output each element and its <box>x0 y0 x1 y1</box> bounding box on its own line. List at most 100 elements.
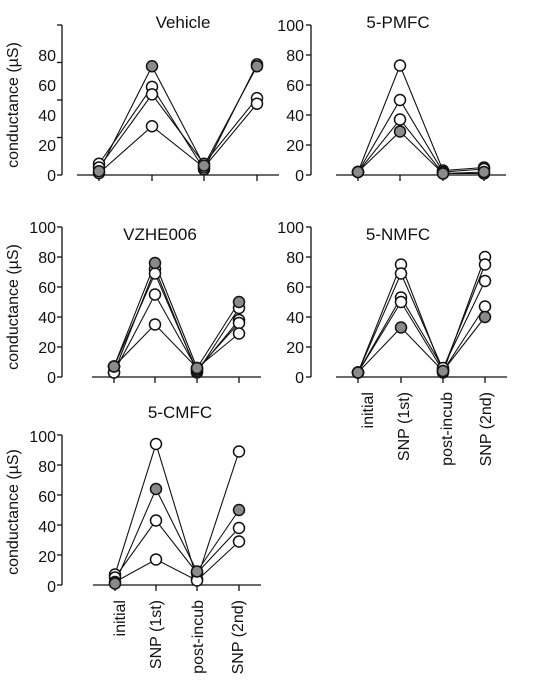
series-line <box>113 293 240 373</box>
data-point <box>393 125 407 138</box>
y-tick-label: 0 <box>295 168 304 185</box>
data-point <box>148 256 162 270</box>
panel-5-nmfc: 5-NMFC 0 20 40 60 80 100 initial SNP (1s… <box>277 220 495 466</box>
x-tick-label: SNP (1st) <box>148 600 165 669</box>
y-tick-label: 60 <box>38 78 56 95</box>
panel-5-pmfc: 5-PMFC 0 20 40 60 80 100 <box>277 13 429 185</box>
panel-title: VZHE006 <box>123 225 197 244</box>
series-line <box>113 323 240 369</box>
y-tick-label: 40 <box>38 310 56 327</box>
series-line <box>114 519 240 578</box>
series-line <box>114 487 240 584</box>
series-line <box>357 264 486 373</box>
data-point <box>232 316 246 330</box>
data-point <box>232 295 246 309</box>
data-point <box>351 165 365 179</box>
x-tick-label: SNP (1st) <box>396 392 413 461</box>
y-tick-label: 100 <box>277 220 304 237</box>
series-line <box>98 103 258 174</box>
series-line <box>357 256 486 375</box>
series-line <box>357 98 485 173</box>
y-tick-label: 80 <box>38 459 56 476</box>
x-tick-label: initial <box>360 392 377 428</box>
series-line <box>114 541 240 583</box>
panel-5-cmfc: 5-CMFC conductance (µS) 0 20 40 60 80 10… <box>5 403 247 674</box>
y-tick-label: 40 <box>38 519 56 536</box>
data-point <box>149 437 163 451</box>
data-point <box>250 97 264 110</box>
data-point <box>393 93 407 107</box>
data-point <box>145 120 159 133</box>
panel-2-plot <box>57 226 261 383</box>
data-point <box>190 361 204 375</box>
data-point <box>351 366 365 379</box>
series-line <box>357 280 486 373</box>
y-tick-label: 40 <box>38 108 56 125</box>
data-point <box>149 514 163 527</box>
data-point <box>145 88 159 101</box>
panel-vehicle: Vehicle conductance (µS) 0 20 40 60 80 <box>5 13 210 185</box>
data-point <box>394 295 408 309</box>
x-tick-label: post-incub <box>190 600 207 674</box>
chart-marks <box>57 24 507 591</box>
y-tick-label: 20 <box>38 138 56 155</box>
y-tick-label: 20 <box>38 549 56 566</box>
data-point <box>394 321 408 334</box>
data-point <box>148 288 162 301</box>
data-point <box>149 482 163 496</box>
data-point <box>478 300 492 313</box>
data-point <box>232 535 246 548</box>
data-point <box>232 503 246 517</box>
y-axis-label: conductance (µS) <box>5 449 22 575</box>
y-tick-label: 0 <box>295 370 304 387</box>
y-tick-label: 80 <box>38 48 56 65</box>
data-point <box>145 60 159 73</box>
data-point <box>190 565 204 578</box>
series-line <box>98 93 258 168</box>
series-line <box>357 316 486 373</box>
data-point <box>250 60 264 73</box>
series-line <box>357 118 484 175</box>
series-line <box>114 442 240 581</box>
series-line <box>357 130 485 175</box>
series-line <box>113 267 240 374</box>
data-point <box>148 267 162 280</box>
data-point <box>232 445 246 458</box>
y-tick-label: 100 <box>29 429 56 446</box>
data-point <box>436 167 450 180</box>
panel-4-plot <box>57 434 261 591</box>
panel-3-plot <box>306 226 507 383</box>
x-tick-label: SNP (2nd) <box>478 392 495 466</box>
data-point <box>92 165 106 178</box>
data-point <box>436 364 450 378</box>
y-tick-label: 0 <box>47 168 56 185</box>
y-tick-label: 80 <box>286 48 304 65</box>
data-point <box>478 310 492 324</box>
series-line <box>357 300 486 373</box>
panel-title: 5-NMFC <box>366 225 430 244</box>
data-point <box>478 274 492 288</box>
x-tick-label: SNP (2nd) <box>230 600 247 674</box>
panel-title: Vehicle <box>156 13 211 32</box>
series-line <box>357 64 485 173</box>
panel-title: 5-CMFC <box>148 403 212 422</box>
y-tick-label: 60 <box>38 280 56 297</box>
series-line <box>98 65 258 172</box>
panel-1-plot <box>306 24 506 181</box>
x-tick-label: post-incub <box>439 392 456 466</box>
data-point <box>148 318 162 331</box>
panel-vzhe006: VZHE006 conductance (µS) 0 20 40 60 80 1… <box>5 220 197 387</box>
y-tick-label: 20 <box>286 340 304 357</box>
panel-0-plot <box>57 24 279 181</box>
y-tick-label: 40 <box>286 108 304 125</box>
y-tick-label: 60 <box>286 78 304 95</box>
y-tick-label: 60 <box>38 489 56 506</box>
y-tick-label: 20 <box>286 138 304 155</box>
data-point <box>394 267 408 280</box>
y-tick-label: 0 <box>47 370 56 387</box>
x-tick-label: initial <box>112 600 129 636</box>
data-point <box>393 113 407 126</box>
y-tick-label: 20 <box>38 340 56 357</box>
y-tick-label: 100 <box>29 220 56 237</box>
